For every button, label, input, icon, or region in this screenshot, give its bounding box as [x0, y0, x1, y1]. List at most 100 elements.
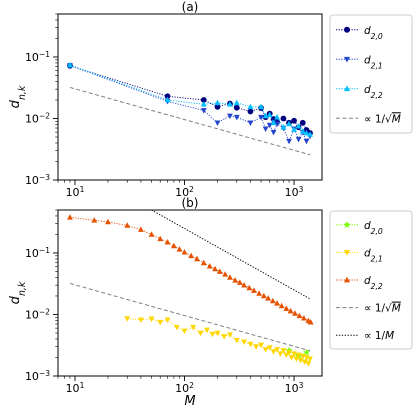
data-point [164, 317, 171, 323]
legend-label: d2,0 [364, 25, 383, 41]
data-point [214, 99, 221, 106]
data-point [222, 271, 229, 277]
plot-frame [57, 209, 323, 377]
data-point [253, 344, 259, 350]
data-point [200, 97, 207, 103]
data-point [266, 345, 273, 351]
data-point [307, 131, 313, 137]
data-point [299, 128, 306, 134]
data-point [105, 218, 111, 225]
data-point [270, 349, 277, 355]
legend-item: ∝ 1/M [336, 330, 394, 342]
data-point [270, 129, 277, 136]
data-point [67, 214, 73, 220]
data-point [250, 287, 257, 293]
x-tick-label: 103 [285, 381, 304, 396]
data-point [91, 217, 98, 223]
data-point [280, 124, 287, 130]
data-point [292, 310, 298, 316]
legend-item: d2,2 [336, 275, 383, 291]
legend-item: d2,1 [336, 247, 383, 263]
data-point [227, 113, 233, 120]
data-point [299, 119, 306, 126]
legend-item: d2,0 [336, 220, 383, 236]
data-point [212, 265, 218, 272]
data-point [288, 355, 295, 361]
y-tick-label: 10−3 [25, 369, 50, 384]
legend-label: d2,1 [364, 54, 383, 70]
legend-item: d2,1 [336, 54, 383, 70]
chart-title: (a) [182, 0, 199, 14]
legend-marker [343, 220, 351, 228]
data-point [124, 316, 131, 322]
series-2 [67, 61, 313, 137]
data-point [307, 318, 314, 325]
data-point [138, 226, 144, 232]
data-point [295, 136, 302, 143]
data-point [194, 255, 200, 262]
data-point [181, 328, 188, 335]
data-point [157, 235, 164, 242]
data-point [227, 332, 233, 338]
data-point [227, 101, 233, 107]
data-point [181, 249, 188, 255]
data-point [214, 120, 221, 127]
data-point [280, 348, 287, 354]
legend-item: ∝ 1/√M [336, 113, 401, 125]
data-point [232, 277, 239, 283]
data-point [278, 302, 285, 309]
data-point [246, 284, 253, 291]
legend-label: ∝ 1/√M [364, 303, 401, 315]
series-line [69, 282, 311, 352]
data-point [303, 138, 310, 145]
data-point [302, 348, 311, 356]
data-point [300, 315, 307, 321]
x-tick-label: 101 [66, 381, 85, 396]
legend-marker [344, 250, 350, 256]
data-point [247, 120, 254, 127]
data-point [214, 330, 221, 337]
data-point [285, 346, 293, 354]
legend-label: d2,1 [364, 247, 383, 263]
y-tick-label: 10−2 [25, 307, 50, 322]
data-point [164, 93, 171, 100]
data-point [148, 316, 155, 323]
data-point [164, 96, 171, 103]
data-point [157, 319, 164, 326]
data-point [283, 352, 290, 359]
data-point [277, 351, 284, 357]
data-point [203, 327, 210, 334]
y-tick-label: 10−1 [25, 49, 50, 64]
legend-item: ∝ 1/√M [336, 303, 401, 315]
data-point [293, 356, 300, 363]
data-point [216, 268, 223, 274]
chart-panel-0: 101 102 103 10−3 10−2 10−1 (a) dn,k d2,0 d2,1 d2,2… [8, 0, 413, 199]
data-point [303, 129, 310, 136]
legend-label: d2,0 [364, 220, 383, 236]
legend-label: ∝ 1/M [364, 330, 394, 342]
x-tick-label: 102 [175, 381, 194, 396]
legend-label: ∝ 1/√M [364, 113, 401, 125]
data-point [170, 242, 177, 249]
data-point [274, 121, 280, 127]
chart-title: (b) [182, 196, 199, 210]
data-point [236, 279, 243, 285]
data-point [67, 61, 73, 68]
legend-marker [344, 85, 350, 92]
data-point [286, 120, 292, 127]
y-axis-label: dn,k [8, 85, 28, 108]
data-point [283, 305, 290, 311]
data-point [291, 351, 297, 357]
data-point [258, 103, 264, 110]
data-point [233, 338, 240, 344]
data-point [188, 252, 195, 259]
plot-area [67, 210, 314, 367]
data-point [200, 101, 207, 107]
legend-label: d2,2 [364, 84, 383, 100]
chart-panel-1: 101 102 10310−310−210−1(b)dn,kMd2,0d2,1d2,… [8, 196, 413, 405]
data-point [305, 361, 312, 367]
data-point [296, 312, 303, 319]
data-point [233, 104, 240, 111]
data-point [280, 115, 287, 122]
legend-marker [344, 26, 350, 33]
